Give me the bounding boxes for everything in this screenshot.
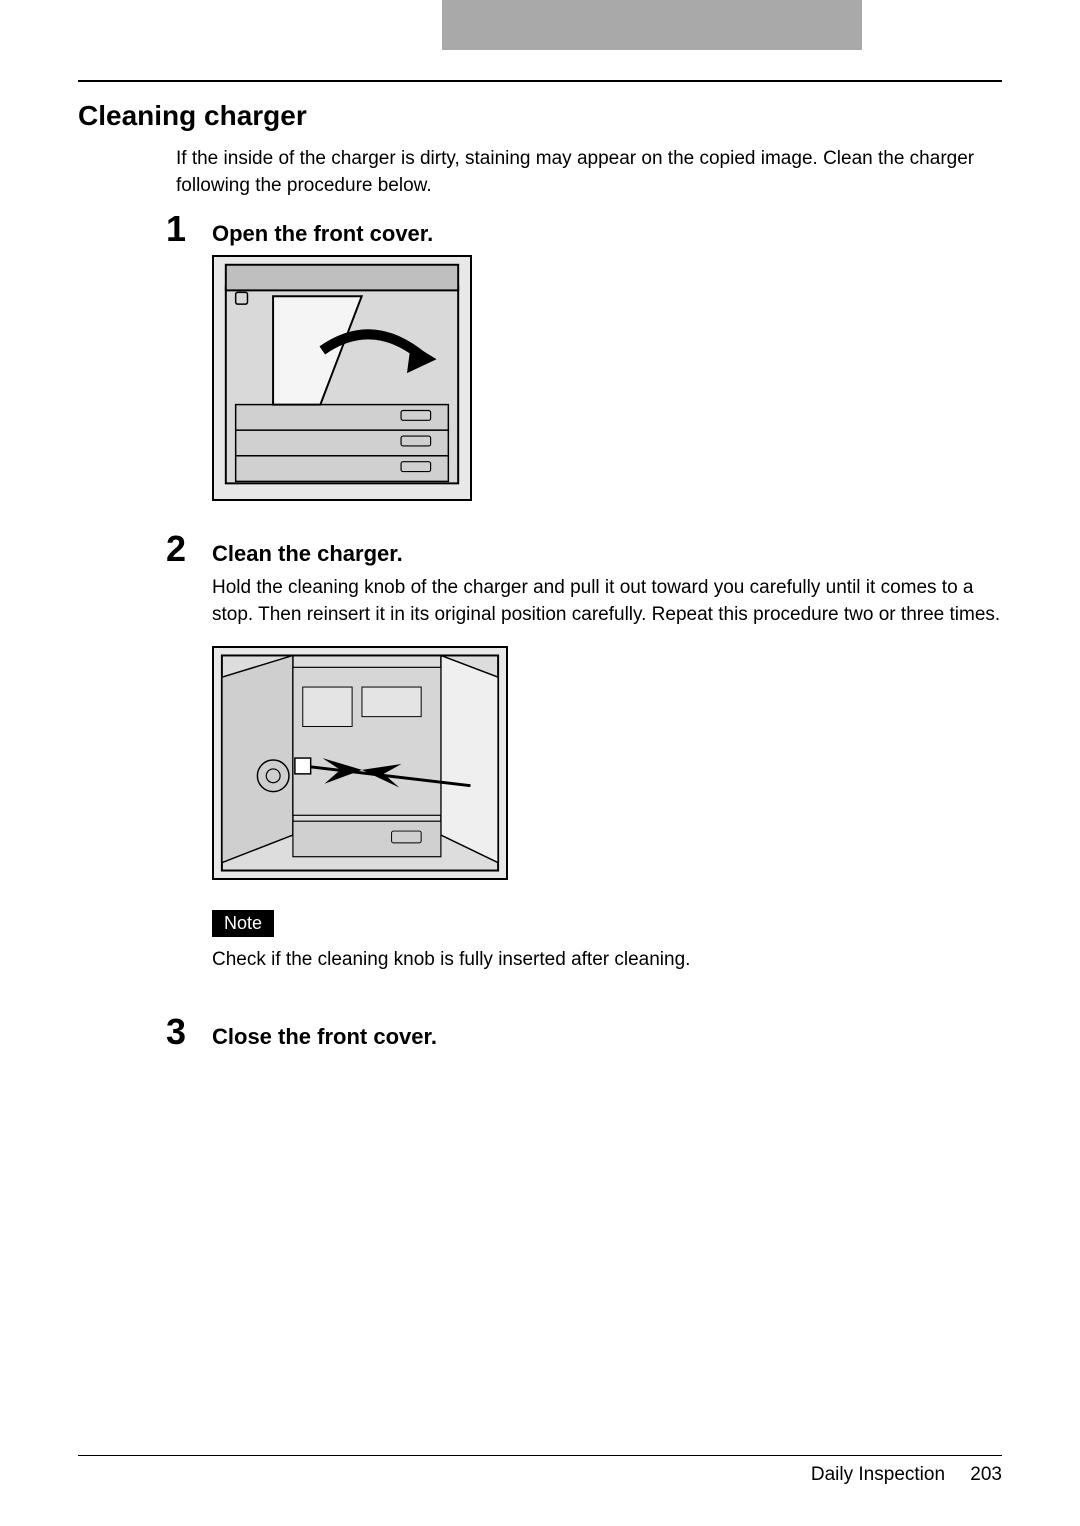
page-number: 203	[970, 1464, 1002, 1485]
step-title: Open the front cover.	[212, 221, 433, 247]
step-title: Clean the charger.	[212, 541, 403, 567]
step-title: Close the front cover.	[212, 1024, 437, 1050]
step-number: 3	[166, 1014, 212, 1050]
step-3: 3 Close the front cover.	[176, 1014, 1002, 1050]
top-rule	[78, 80, 1002, 82]
step-number: 1	[166, 211, 212, 247]
footer-section: Daily Inspection	[811, 1464, 945, 1485]
intro-text: If the inside of the charger is dirty, s…	[176, 146, 1002, 199]
footer-text: Daily Inspection 203	[78, 1464, 1002, 1486]
page-content: Cleaning charger If the inside of the ch…	[78, 80, 1002, 1466]
section-title: Cleaning charger	[78, 100, 1002, 132]
illustration-clean-charger	[212, 646, 508, 880]
step-2: 2 Clean the charger. Hold the cleaning k…	[176, 531, 1002, 974]
note-text: Check if the cleaning knob is fully inse…	[212, 947, 1002, 974]
step-head: 3 Close the front cover.	[166, 1014, 1002, 1050]
step-head: 2 Clean the charger.	[166, 531, 1002, 567]
step-body: Hold the cleaning knob of the charger an…	[212, 575, 1002, 628]
note-label: Note	[212, 910, 274, 937]
illustration-open-cover	[212, 255, 472, 501]
step-number: 2	[166, 531, 212, 567]
step-1: 1 Open the front cover.	[176, 211, 1002, 501]
header-tab	[442, 0, 862, 50]
page-footer: Daily Inspection 203	[78, 1455, 1002, 1486]
step-head: 1 Open the front cover.	[166, 211, 1002, 247]
footer-rule	[78, 1455, 1002, 1456]
